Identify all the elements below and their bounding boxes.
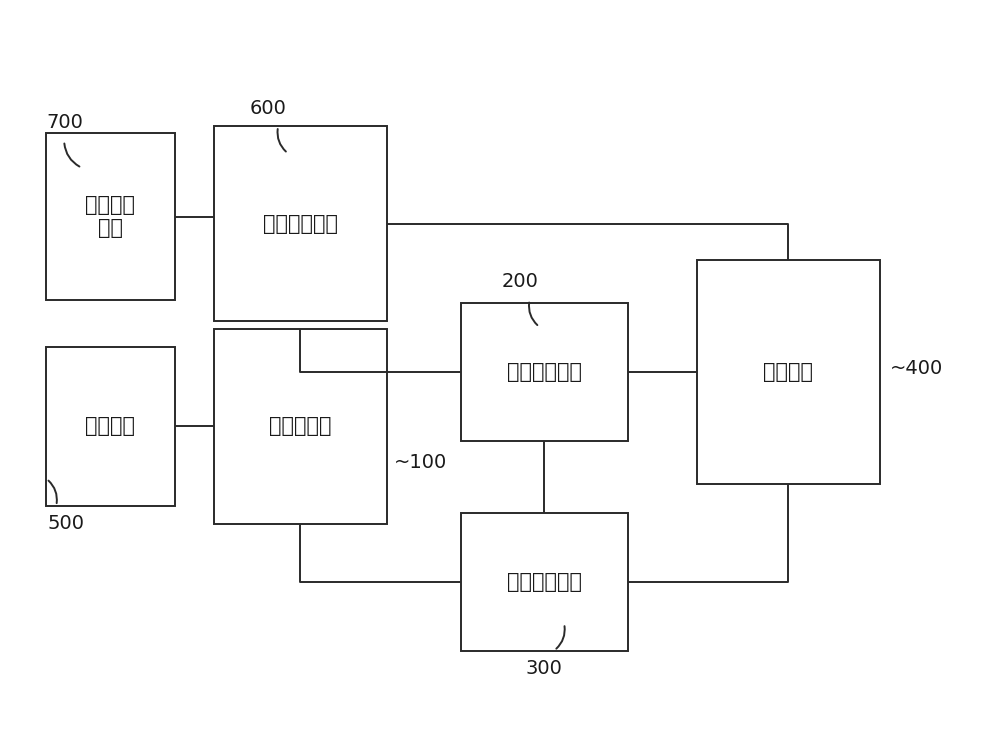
Text: 300: 300 (526, 659, 563, 678)
Text: 第一采样单元: 第一采样单元 (507, 362, 582, 382)
Text: 700: 700 (46, 113, 83, 132)
Text: ~400: ~400 (890, 359, 943, 378)
Bar (214, 329, 387, 524)
Bar (461, 513, 628, 651)
Bar (46, 133, 175, 300)
Text: 主控模块: 主控模块 (763, 362, 813, 382)
Text: 三相火线
电源: 三相火线 电源 (85, 195, 135, 238)
Bar (461, 304, 628, 441)
Text: ~100: ~100 (394, 453, 447, 472)
Text: 第一采样模块: 第一采样模块 (263, 214, 338, 234)
Bar (214, 126, 387, 321)
Bar (46, 347, 175, 506)
Text: 500: 500 (48, 514, 85, 534)
Text: 600: 600 (250, 99, 287, 118)
Text: 零线电源: 零线电源 (85, 416, 135, 436)
Bar (697, 260, 880, 484)
Text: 200: 200 (501, 272, 538, 291)
Text: 第二采样单元: 第二采样单元 (507, 572, 582, 592)
Text: 第一互感器: 第一互感器 (269, 416, 332, 436)
